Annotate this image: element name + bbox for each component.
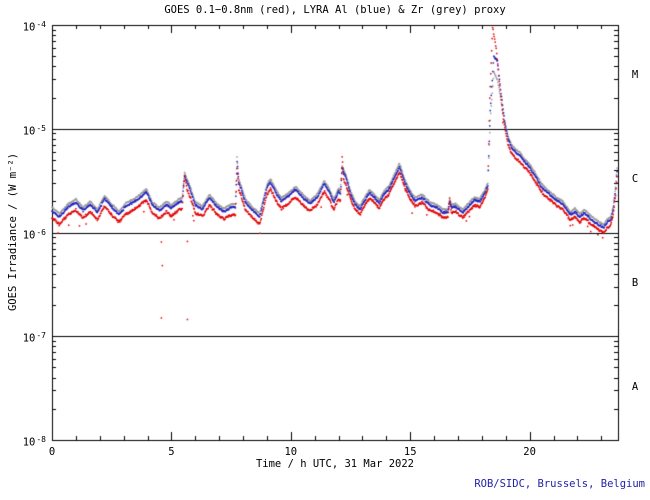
y-tick-label-1e-5: 10-5	[22, 124, 46, 138]
y-tick-label-1e-8: 10-8	[22, 435, 46, 449]
x-tick-label-20: 20	[523, 446, 536, 458]
credit-text: ROB/SIDC, Brussels, Belgium	[474, 478, 645, 490]
flare-class-label-A: A	[631, 381, 639, 393]
chart-title: GOES 0.1−0.8nm (red), LYRA Al (blue) & Z…	[164, 4, 506, 16]
flare-class-label-M: M	[631, 69, 639, 81]
x-tick-label-10: 10	[284, 446, 298, 458]
flare-class-label-B: B	[631, 277, 639, 289]
x-tick-label-5: 5	[168, 446, 175, 458]
x-tick-label-15: 15	[403, 446, 417, 458]
flare-class-label-C: C	[631, 173, 639, 185]
y-tick-label-1e-4: 10-4	[22, 20, 46, 34]
y-tick-label-1e-6: 10-6	[22, 228, 46, 242]
y-tick-label-1e-7: 10-7	[22, 331, 46, 345]
x-tick-label-0: 0	[48, 446, 56, 458]
x-axis-label: Time / h UTC, 31 Mar 2022	[255, 458, 415, 470]
